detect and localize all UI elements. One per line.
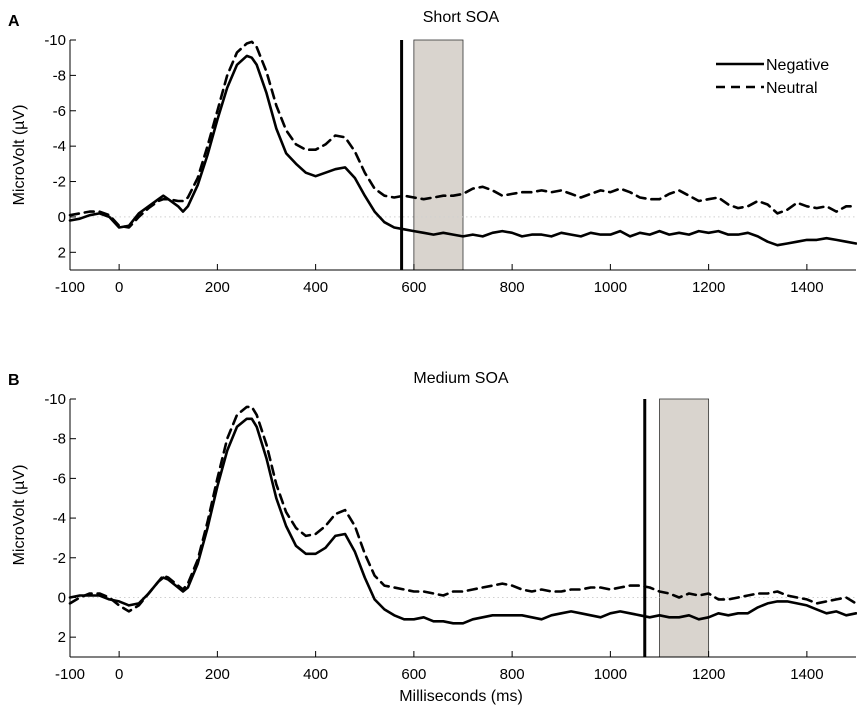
y-tick-label: 2 bbox=[58, 244, 66, 261]
panel-b-label: B bbox=[8, 372, 20, 389]
panel-b: B Medium SOA MicroVolt (µV) Milliseconds… bbox=[8, 370, 857, 705]
y-tick-label: -8 bbox=[53, 431, 66, 448]
x-tick-label: 1000 bbox=[594, 666, 627, 683]
x-tick-label: -100 bbox=[55, 279, 85, 296]
y-tick-label: -2 bbox=[53, 174, 66, 191]
series-line-neutral bbox=[68, 405, 857, 613]
y-tick-label: -10 bbox=[44, 32, 66, 49]
x-tick-label: 600 bbox=[401, 666, 426, 683]
y-tick-label: -10 bbox=[44, 391, 66, 408]
panel-b-ylabel: MicroVolt (µV) bbox=[11, 465, 28, 566]
panel-b-title: Medium SOA bbox=[413, 370, 508, 387]
x-tick-label: 400 bbox=[303, 279, 328, 296]
y-tick-label: -4 bbox=[53, 510, 66, 527]
panel-b-xlabel: Milliseconds (ms) bbox=[399, 688, 523, 705]
x-tick-label: 0 bbox=[115, 666, 123, 683]
y-tick-label: 2 bbox=[58, 629, 66, 646]
y-tick-label: -4 bbox=[53, 138, 66, 155]
legend-neutral-label: Neutral bbox=[766, 80, 818, 97]
panel-a-title: Short SOA bbox=[423, 9, 500, 26]
x-tick-label: 1200 bbox=[692, 666, 725, 683]
y-tick-label: -6 bbox=[53, 103, 66, 120]
y-tick-label: 0 bbox=[58, 589, 66, 606]
x-tick-label: 200 bbox=[205, 279, 230, 296]
x-tick-label: 0 bbox=[115, 279, 123, 296]
x-tick-label: 1000 bbox=[594, 279, 627, 296]
x-tick-label: 600 bbox=[401, 279, 426, 296]
series-line-negative bbox=[68, 54, 857, 247]
shaded-interval bbox=[659, 398, 710, 658]
series-line-negative bbox=[68, 417, 857, 625]
legend-negative-label: Negative bbox=[766, 57, 829, 74]
y-tick-label: -2 bbox=[53, 550, 66, 567]
y-tick-label: -8 bbox=[53, 67, 66, 84]
series-line-neutral bbox=[68, 40, 857, 229]
y-tick-label: -6 bbox=[53, 470, 66, 487]
panel-a-label: A bbox=[8, 13, 20, 30]
x-tick-label: 200 bbox=[205, 666, 230, 683]
y-tick-label: 0 bbox=[58, 209, 66, 226]
panel-a: A Short SOA MicroVolt (µV) Negative Neut… bbox=[8, 9, 857, 296]
x-tick-label: 1400 bbox=[790, 666, 823, 683]
x-tick-label: 800 bbox=[500, 666, 525, 683]
legend: Negative Neutral bbox=[716, 57, 829, 97]
x-tick-label: -100 bbox=[55, 666, 85, 683]
x-tick-label: 1200 bbox=[692, 279, 725, 296]
x-tick-label: 400 bbox=[303, 666, 328, 683]
x-tick-label: 800 bbox=[500, 279, 525, 296]
panel-a-ylabel: MicroVolt (µV) bbox=[11, 105, 28, 206]
x-tick-label: 1400 bbox=[790, 279, 823, 296]
